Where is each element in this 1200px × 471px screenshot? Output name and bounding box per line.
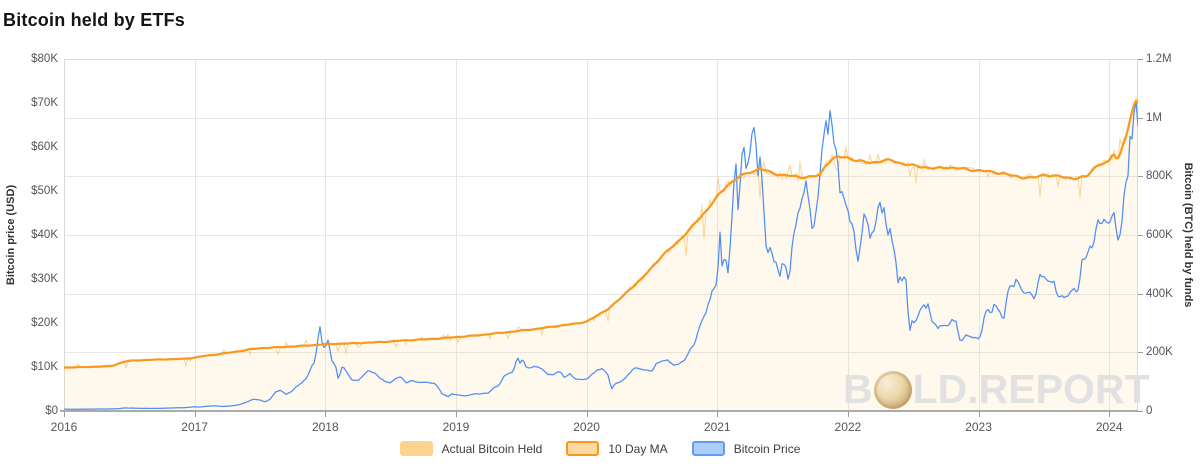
right-axis-tick-label: 1.2M — [1146, 53, 1172, 65]
x-axis-tick-label: 2024 — [1095, 420, 1123, 434]
left-axis-tick-label: $20K — [31, 317, 58, 329]
x-axis-tick-label: 2023 — [965, 420, 992, 434]
right-axis-tick-label: 400K — [1146, 287, 1173, 300]
x-axis-tick-label: 2017 — [181, 420, 208, 434]
x-axis-tick-label: 2018 — [311, 420, 339, 434]
right-axis-tick-label: 800K — [1146, 170, 1173, 183]
left-axis-tick-label: $30K — [31, 273, 58, 285]
left-axis-tick-label: $70K — [31, 97, 58, 109]
x-axis-tick-label: 2016 — [50, 420, 78, 434]
left-axis-tick-label: $50K — [31, 185, 58, 197]
right-axis-tick-label: 200K — [1146, 346, 1173, 359]
legend-label-10-day-ma: 10 Day MA — [608, 441, 668, 456]
legend-swatch-actual-bitcoin-held — [399, 441, 433, 456]
x-axis-tick-label: 2019 — [442, 420, 470, 434]
chart-legend: Actual Bitcoin Held 10 Day MA Bitcoin Pr… — [0, 441, 1200, 456]
legend-label-bitcoin-price: Bitcoin Price — [733, 441, 801, 456]
x-axis-tick-label: 2022 — [834, 420, 862, 434]
left-axis-tick-label: $0 — [45, 405, 58, 417]
legend-item-actual-bitcoin-held[interactable]: Actual Bitcoin Held — [399, 441, 543, 456]
legend-label-actual-bitcoin-held: Actual Bitcoin Held — [441, 441, 543, 456]
right-axis-tick-label: 1M — [1146, 111, 1162, 124]
chart-title: Bitcoin held by ETFs — [3, 10, 186, 30]
x-axis-tick-label: 2020 — [573, 420, 600, 434]
legend-swatch-10-day-ma — [566, 441, 600, 456]
left-axis-tick-label: $60K — [31, 141, 58, 153]
legend-item-bitcoin-price[interactable]: Bitcoin Price — [691, 441, 801, 456]
left-axis-tick-label: $80K — [31, 53, 58, 65]
right-axis-tick-label: 0 — [1146, 405, 1153, 417]
left-axis-tick-label: $10K — [31, 361, 58, 373]
legend-item-10-day-ma[interactable]: 10 Day MA — [566, 441, 668, 456]
x-axis-tick-label: 2021 — [703, 420, 731, 434]
right-axis-tick-label: 600K — [1146, 229, 1173, 241]
left-axis-tick-label: $40K — [31, 229, 58, 241]
legend-swatch-bitcoin-price — [691, 441, 725, 456]
